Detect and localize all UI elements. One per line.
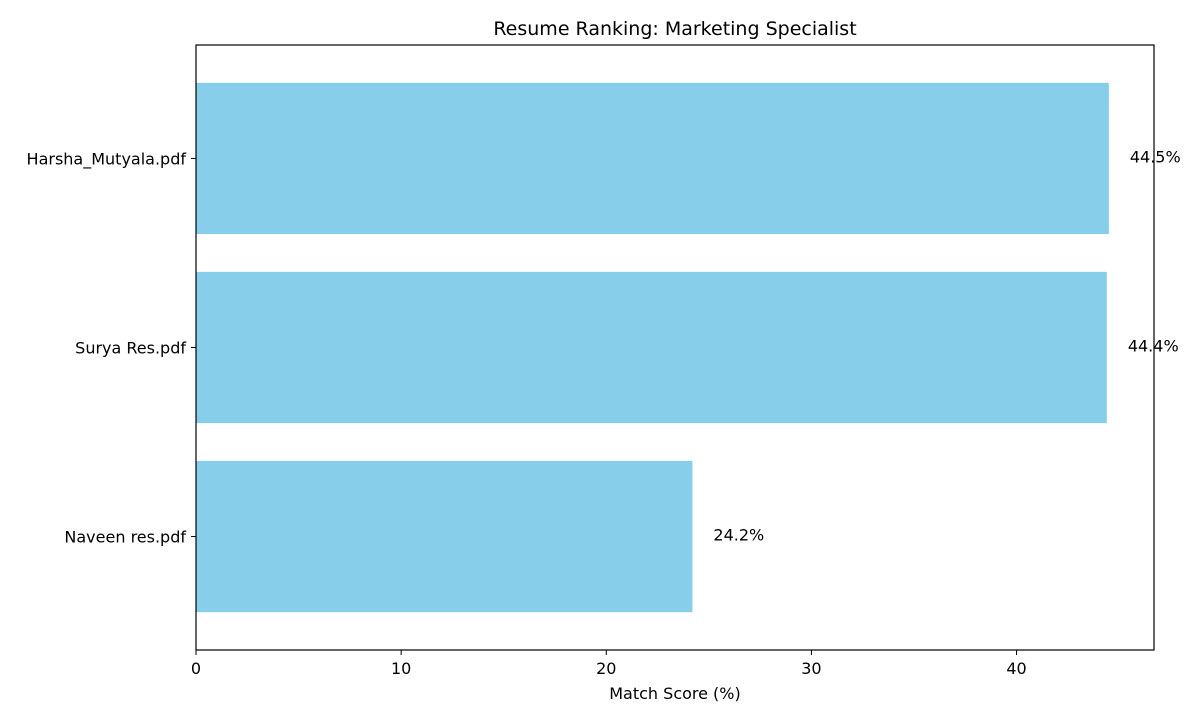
- x-tick-label: 0: [191, 659, 201, 678]
- bar: [196, 82, 1109, 235]
- x-tick-label: 10: [391, 659, 411, 678]
- x-tick-label: 40: [1006, 659, 1026, 678]
- category-label: Harsha_Mutyala.pdf: [27, 149, 187, 169]
- data-label: 44.4%: [1128, 337, 1179, 356]
- category-labels: Harsha_Mutyala.pdf Surya Res.pdf Naveen re…: [27, 149, 196, 547]
- bars-layer: [196, 82, 1109, 613]
- bar: [196, 271, 1107, 424]
- chart-title: Resume Ranking: Marketing Specialist: [493, 18, 856, 40]
- plot-frame: [195, 44, 1155, 651]
- category-label: Surya Res.pdf: [75, 339, 186, 358]
- bar: [196, 460, 693, 613]
- x-tick-label: 20: [596, 659, 616, 678]
- x-axis-ticks: 0 10 20 30 40: [191, 650, 1027, 678]
- x-axis-title: Match Score (%): [609, 684, 741, 703]
- data-label: 44.5%: [1130, 147, 1181, 166]
- data-labels: 44.5% 44.4% 24.2%: [713, 147, 1180, 544]
- data-label: 24.2%: [713, 526, 764, 545]
- x-tick-label: 30: [801, 659, 821, 678]
- category-label: Naveen res.pdf: [64, 528, 186, 547]
